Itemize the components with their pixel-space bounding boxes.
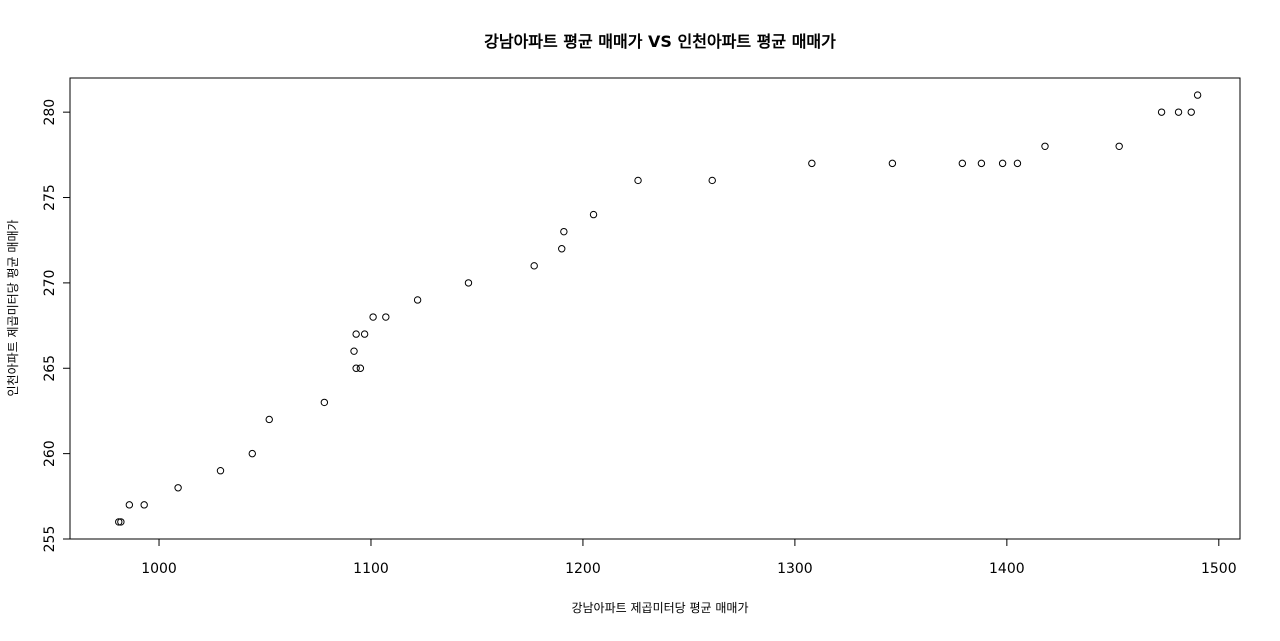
y-tick-label: 275	[42, 184, 58, 211]
data-point	[413, 296, 422, 304]
data-point	[1115, 142, 1123, 150]
x-tick-label: 1500	[1201, 561, 1237, 577]
data-point	[589, 210, 598, 219]
x-axis-label: 강남아파트 제곱미터당 평균 매매가	[571, 601, 748, 615]
x-tick-label: 1200	[565, 561, 601, 577]
x-tick-label: 1400	[989, 561, 1025, 577]
data-point	[352, 364, 360, 372]
data-point	[1193, 91, 1202, 99]
data-point	[708, 176, 716, 185]
data-point	[360, 330, 369, 338]
data-point	[958, 159, 967, 168]
plot-frame	[69, 77, 1241, 540]
data-point	[998, 159, 1007, 168]
data-point	[140, 501, 148, 509]
x-tick-label: 1000	[141, 561, 177, 577]
data-point	[350, 347, 358, 355]
data-point	[1174, 108, 1183, 116]
data-point	[382, 313, 390, 321]
data-point	[1157, 108, 1166, 116]
data-point	[560, 227, 568, 236]
data-point	[216, 467, 225, 475]
data-point	[558, 245, 566, 253]
data-point	[634, 176, 642, 185]
data-point	[1187, 108, 1195, 116]
x-axis: 1000 1100 1200 1300 1400 1500	[141, 538, 1237, 577]
data-point	[174, 484, 182, 492]
y-tick-label: 280	[42, 99, 58, 126]
data-point	[356, 364, 365, 372]
data-point	[977, 159, 986, 168]
data-points	[115, 91, 1202, 526]
x-tick-label: 1300	[777, 561, 813, 577]
y-tick-label: 270	[42, 270, 58, 297]
data-point	[1013, 159, 1022, 168]
data-point	[369, 313, 377, 321]
data-point	[248, 449, 256, 458]
data-point	[125, 501, 134, 509]
data-point	[320, 398, 329, 407]
data-point	[1041, 142, 1049, 150]
data-point	[265, 415, 273, 424]
data-point	[808, 159, 816, 168]
data-point	[115, 518, 123, 526]
y-axis: 255 260 265 270 275 280	[42, 99, 71, 553]
x-tick-label: 1100	[353, 561, 389, 577]
data-point	[888, 159, 897, 168]
data-point	[117, 518, 125, 526]
y-axis-label: 인천아파트 제곱미터당 평균 매매가	[5, 219, 20, 396]
y-tick-label: 265	[42, 355, 58, 382]
y-tick-label: 255	[42, 526, 58, 553]
data-point	[530, 262, 538, 270]
y-tick-label: 260	[42, 440, 58, 467]
data-point	[352, 330, 360, 338]
data-point	[464, 279, 473, 287]
chart-title: 강남아파트 평균 매매가 VS 인천아파트 평균 매매가	[484, 32, 836, 51]
